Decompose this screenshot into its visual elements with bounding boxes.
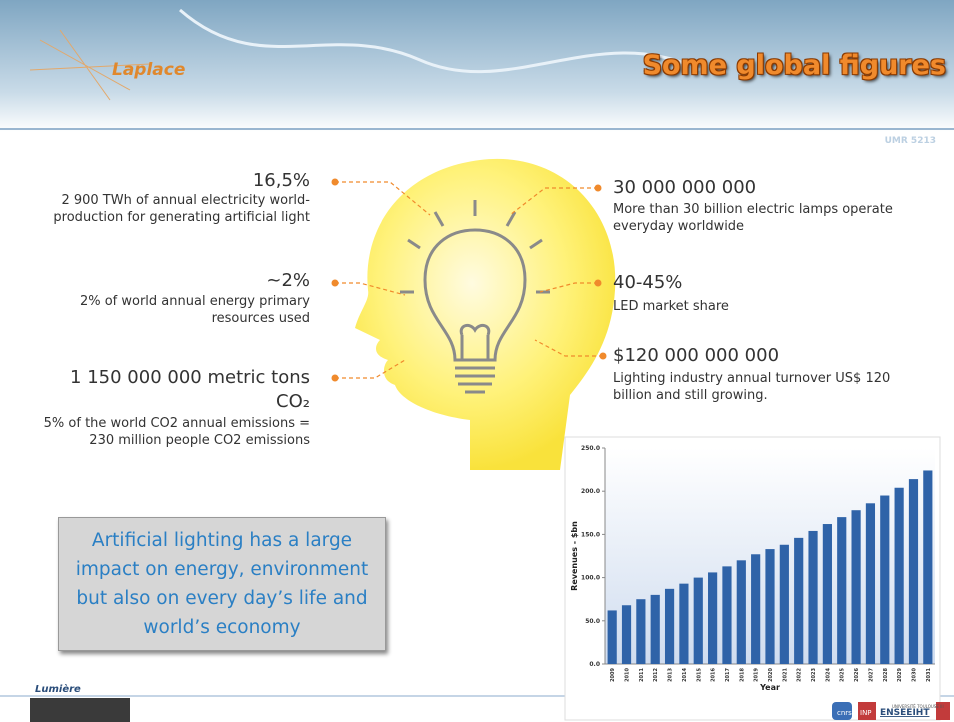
figure-value: 40-45% (613, 272, 682, 293)
x-tick-label: 2023 (811, 667, 817, 681)
bar (651, 595, 660, 664)
logo: Laplace (112, 60, 185, 80)
x-tick-label: 2029 (897, 667, 903, 681)
x-tick-label: 2014 (682, 667, 688, 681)
x-tick-label: 2012 (653, 667, 659, 681)
y-tick-label: 250.0 (581, 445, 600, 452)
figure-value: 30 000 000 000 (613, 177, 756, 198)
bar (909, 479, 918, 664)
unit-label: UMR 5213 (885, 136, 936, 146)
x-tick-label: 2025 (840, 667, 846, 681)
figure-description: 2% of world annual energy primary resour… (50, 293, 310, 327)
y-axis-label: Revenues - $bn (570, 521, 579, 591)
y-tick-label: 200.0 (581, 488, 600, 495)
figure-description: 5% of the world CO2 annual emissions = 2… (20, 415, 310, 449)
bar (694, 578, 703, 664)
bar (737, 560, 746, 664)
bar (837, 517, 846, 664)
footer-logo: ENSEEIHT (880, 708, 930, 718)
bar (665, 589, 674, 664)
x-axis-label: Year (759, 683, 780, 692)
x-tick-label: 2018 (739, 667, 745, 681)
y-tick-label: 0.0 (589, 661, 600, 668)
x-tick-label: 2027 (868, 667, 874, 681)
x-tick-label: 2017 (725, 667, 731, 681)
callout-box: Artificial lighting has a large impact o… (58, 517, 386, 651)
bar (679, 584, 688, 664)
bar (751, 554, 760, 664)
x-tick-label: 2015 (696, 667, 702, 681)
figure-value: 1 150 000 000 metric tons CO₂ (60, 366, 310, 414)
bar (608, 610, 617, 664)
footer-logo: UNIVERSITÉ TOULOUSE III (892, 704, 944, 709)
x-tick-label: 2011 (639, 667, 645, 681)
figure-value: $120 000 000 000 (613, 345, 779, 366)
figure-value: 16,5% (20, 170, 310, 191)
figure-description: LED market share (613, 298, 729, 315)
x-tick-label: 2031 (926, 667, 932, 681)
bar (708, 572, 717, 664)
head-silhouette (355, 159, 615, 470)
bar (622, 605, 631, 664)
x-tick-label: 2010 (625, 667, 631, 681)
bar (765, 549, 774, 664)
x-tick-label: 2028 (883, 667, 889, 681)
x-tick-label: 2009 (610, 667, 616, 681)
bar (851, 510, 860, 664)
bar (808, 531, 817, 664)
x-tick-label: 2021 (782, 667, 788, 681)
bar (880, 496, 889, 664)
bar (794, 538, 803, 664)
bar (722, 566, 731, 664)
y-tick-label: 50.0 (585, 618, 600, 625)
figure-description: More than 30 billion electric lamps oper… (613, 201, 943, 235)
x-tick-label: 2024 (825, 667, 831, 681)
x-tick-label: 2030 (911, 667, 917, 681)
x-tick-label: 2022 (797, 667, 803, 681)
figure-description: Lighting industry annual turnover US$ 12… (613, 370, 913, 404)
bar (866, 503, 875, 664)
footer-logo: cnrs (837, 709, 852, 717)
bar (823, 524, 832, 664)
x-tick-label: 2013 (668, 667, 674, 681)
x-tick-label: 2016 (711, 667, 717, 681)
figure-description: 2 900 TWh of annual electricity world-pr… (5, 192, 310, 226)
x-tick-label: 2019 (754, 667, 760, 681)
slide-title: Some global figures (643, 50, 946, 81)
y-tick-label: 100.0 (581, 575, 600, 582)
y-tick-label: 150.0 (581, 531, 600, 538)
bar (636, 599, 645, 664)
bar (895, 488, 904, 664)
footer-left-logo: Lumière (35, 683, 81, 695)
x-tick-label: 2026 (854, 667, 860, 681)
slide: 0.0 50.0 100.0 150.0 200.0 250.0 Revenues - $b… (0, 0, 954, 722)
bar (923, 470, 932, 664)
footer-logo: INP (860, 709, 872, 717)
bar (780, 545, 789, 664)
figure-value: ~2% (20, 270, 310, 291)
x-tick-label: 2020 (768, 667, 774, 681)
